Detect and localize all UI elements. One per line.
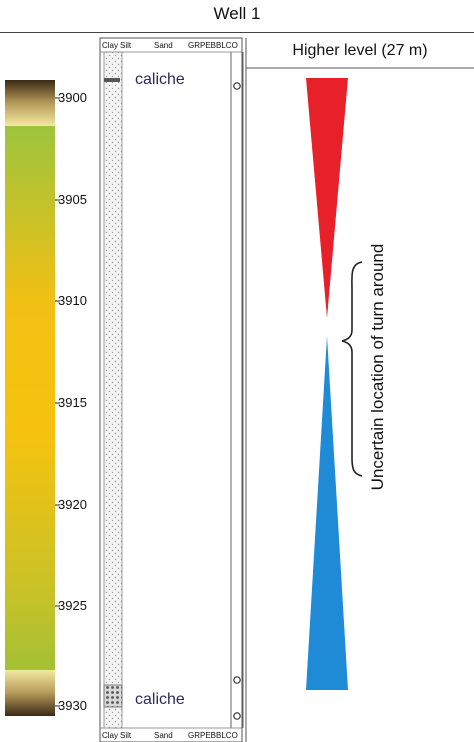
caliche-label-bottom: caliche: [135, 691, 185, 708]
grain-gravel-bottom: GRPEBBLCO: [188, 731, 238, 740]
depth-label-3930: 3930: [58, 698, 87, 713]
panel-title: Higher level (27 m): [292, 42, 428, 59]
depth-ticks: [55, 97, 60, 707]
header-bar: [0, 0, 474, 33]
grain-sand-bottom: Sand: [154, 731, 173, 740]
grain-gravel-top: GRPEBBLCO: [188, 41, 238, 50]
lithology-column-frame: [99, 37, 243, 742]
depth-label-3910: 3910: [58, 293, 87, 308]
grain-clay-bottom: Clay: [102, 731, 119, 740]
upper-red-triangle: [306, 78, 348, 318]
grain-clay-top: Clay: [102, 41, 119, 50]
lower-blue-triangle: [306, 336, 348, 690]
depth-label-3905: 3905: [58, 192, 87, 207]
turnaround-annotation: Uncertain location of turn around: [368, 243, 387, 491]
color-log-column: [5, 80, 55, 716]
grain-silt-top: Silt: [120, 41, 132, 50]
depth-label-3920: 3920: [58, 497, 87, 512]
grain-silt-bottom: Silt: [120, 731, 132, 740]
caliche-label-top: caliche: [135, 71, 185, 88]
depth-label-3900: 3900: [58, 90, 87, 105]
figure-title: Well 1: [213, 4, 261, 23]
turnaround-brace: [341, 261, 363, 477]
grain-sand-top: Sand: [154, 41, 173, 50]
marker-column: [230, 52, 244, 728]
lithology-bed: [103, 51, 123, 729]
depth-label-3915: 3915: [58, 395, 87, 410]
depth-label-3925: 3925: [58, 598, 87, 613]
